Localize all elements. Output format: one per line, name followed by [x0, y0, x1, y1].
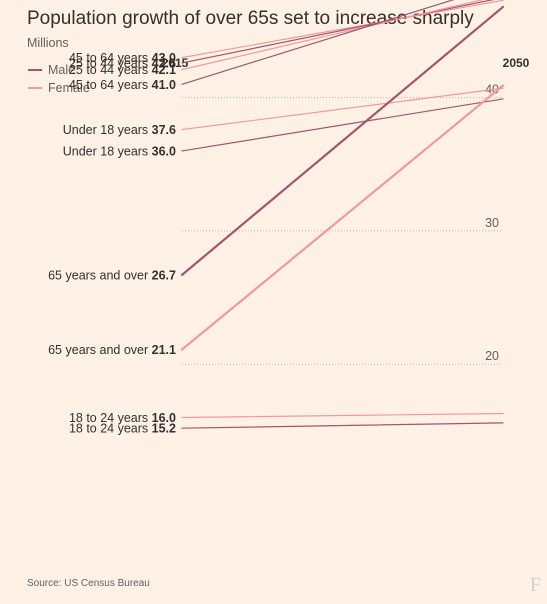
series-label-5: Under 18 years 36.0 [63, 144, 176, 158]
series-line-1 [181, 0, 495, 64]
series-label-text-2: 25 to 44 years [69, 63, 152, 77]
legend-male-swatch [28, 69, 42, 71]
series-value-4: 37.6 [152, 123, 176, 137]
series-label-text-9: 18 to 24 years [69, 422, 152, 436]
series-label-text-7: 65 years and over [48, 343, 152, 357]
legend-female-swatch [28, 87, 42, 89]
legend-female: Female [28, 81, 90, 95]
series-value-2: 42.1 [152, 63, 176, 77]
legend-male: Male [28, 63, 75, 77]
series-line-3 [181, 0, 455, 85]
series-label-6: 65 years and over 26.7 [48, 268, 176, 282]
series-label-text-4: Under 18 years [63, 123, 152, 137]
series-line-5 [181, 98, 504, 152]
series-line-8 [181, 412, 504, 419]
series-value-1: 42.6 [152, 56, 176, 70]
series-value-9: 15.2 [152, 422, 176, 436]
y-tick-label-20: 20 [485, 349, 499, 363]
series-line-6 [180, 5, 505, 276]
series-label-text-6: 65 years and over [48, 268, 152, 282]
series-line-0 [181, 0, 504, 59]
series-value-5: 36.0 [152, 144, 176, 158]
series-line-7 [180, 84, 505, 351]
series-line-4 [181, 87, 504, 131]
series-line-9 [181, 422, 504, 429]
series-label-8: 18 to 24 years 16.0 [69, 411, 176, 425]
series-label-1: 25 to 44 years 42.6 [69, 56, 176, 70]
series-label-text-5: Under 18 years [63, 144, 152, 158]
series-label-3: 45 to 64 years 41.0 [69, 78, 176, 92]
series-value-0: 43.0 [152, 51, 176, 65]
series-line-2 [181, 0, 484, 71]
series-label-2: 25 to 44 years 42.1 [69, 63, 176, 77]
series-label-7: 65 years and over 21.1 [48, 343, 176, 357]
series-value-7: 21.1 [152, 343, 176, 357]
series-label-4: Under 18 years 37.6 [63, 123, 176, 137]
series-label-0: 45 to 64 years 43.0 [69, 51, 176, 65]
series-value-6: 26.7 [152, 268, 176, 282]
chart-title: Population growth of over 65s set to inc… [27, 8, 474, 29]
chart-subtitle: Millions [27, 36, 69, 50]
legend-male-label: Male [48, 63, 76, 77]
series-label-text-3: 45 to 64 years [69, 78, 152, 92]
series-label-9: 18 to 24 years 15.2 [69, 422, 176, 436]
series-label-text-0: 45 to 64 years [69, 51, 152, 65]
source-note: Source: US Census Bureau [27, 578, 150, 589]
legend-female-label: Female [48, 81, 90, 95]
publisher-logo: F [529, 574, 541, 596]
series-label-text-1: 25 to 44 years [69, 56, 152, 70]
series-value-8: 16.0 [152, 411, 176, 425]
x-label-2015: 2015 [162, 56, 189, 70]
series-label-text-8: 18 to 24 years [69, 411, 152, 425]
y-tick-label-30: 30 [485, 216, 499, 230]
x-label-2050: 2050 [503, 56, 530, 70]
series-value-3: 41.0 [152, 78, 176, 92]
